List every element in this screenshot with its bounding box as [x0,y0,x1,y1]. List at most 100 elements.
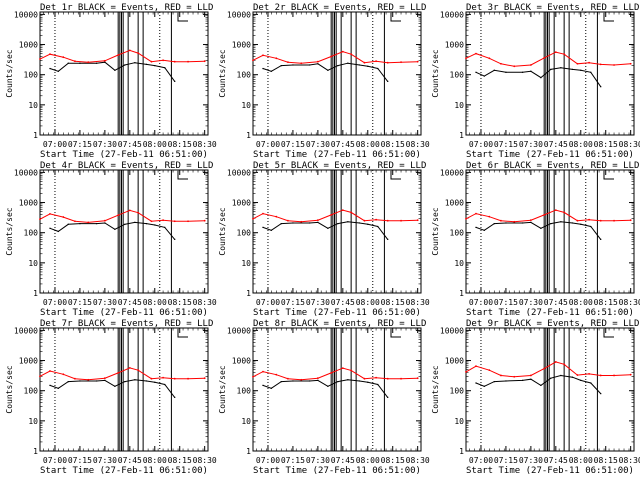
events-data-point [124,223,126,225]
events-data-point [505,71,507,73]
lld-data-point [599,374,602,377]
y-tick-label: 1 [33,447,38,456]
events-data-point [308,380,311,382]
x-tick-label: 07:45 [331,298,355,307]
events-data-point [571,376,574,378]
lld-series-line [252,51,418,64]
lld-data-point [262,370,264,373]
lld-data-point [350,369,353,372]
y-axis-label: Counts/sec [218,207,227,255]
lld-data-point [137,369,140,372]
lld-data-point [74,377,76,380]
plot-frame [465,11,635,136]
x-tick-label: 08:30 [193,456,217,465]
y-tick-label: 10000 [440,326,464,335]
y-tick-label: 10000 [227,326,251,335]
y-axis-label: Counts/sec [5,207,14,255]
panel-title: Det 7r BLACK = Events, RED = LLD [40,319,213,329]
x-tick-label: 08:15 [594,140,618,149]
events-data-point [124,64,126,66]
x-tick-label: 07:45 [544,140,568,149]
x-tick-label: 08:00 [356,298,380,307]
lld-data-point [150,377,153,380]
events-data-point [347,221,349,223]
lld-data-point [330,213,333,216]
x-tick-label: 08:00 [356,456,380,465]
events-data-point [590,71,592,73]
y-axis-label: Counts/sec [5,365,14,413]
x-axis-label: Start Time (27-Feb-11 06:51:00) [253,308,421,318]
lld-data-point [150,220,153,223]
x-tick-label: 07:30 [306,140,330,149]
lld-data-point [400,219,402,222]
events-data-point [270,70,272,72]
events-data-point [79,62,81,64]
events-data-point [367,65,369,67]
lld-data-point [488,57,491,60]
x-tick-label: 07:00 [43,456,67,465]
events-data-point [67,223,69,225]
lld-data-point [375,218,377,221]
lld-data-point [330,371,333,374]
events-data-point [347,379,349,381]
x-tick-label: 07:30 [306,456,330,465]
lld-data-point [386,61,389,64]
y-tick-label: 1 [246,131,251,140]
events-data-point [483,75,485,77]
x-tick-label: 08:00 [569,456,593,465]
lld-data-point [543,57,546,59]
y-tick-label: 100 [450,387,465,396]
lld-data-point [287,61,289,64]
x-tick-label: 08:00 [143,298,167,307]
y-tick-label: 1000 [232,357,251,366]
lld-data-point [400,61,402,64]
lld-data-point [62,373,65,376]
events-data-point [475,226,477,228]
lld-data-point [187,220,189,223]
lld-data-point [529,374,532,377]
events-data-point [560,374,562,377]
x-tick-label: 07:15 [68,298,92,307]
lld-data-point [117,54,120,56]
y-tick-label: 1 [33,131,38,140]
x-tick-label: 07:30 [519,298,543,307]
panel-title: Det 3r BLACK = Events, RED = LLD [466,3,639,13]
events-data-point [317,221,319,223]
events-data-point [308,64,311,66]
lld-data-point [529,219,532,222]
events-data-point [377,383,379,386]
events-data-point [337,381,339,383]
lld-data-point [330,55,333,58]
lld-data-point [416,377,419,380]
y-tick-label: 1000 [445,41,464,50]
lld-series-line [465,361,631,378]
x-tick-label: 08:30 [193,298,217,307]
lld-data-point [416,219,419,222]
y-tick-label: 100 [24,229,39,238]
x-tick-label: 07:30 [306,298,330,307]
events-data-point [79,223,81,225]
lld-data-point [275,57,278,60]
y-tick-label: 10 [28,101,38,110]
y-tick-label: 100 [450,229,465,238]
events-data-point [292,380,294,382]
events-data-point [493,69,495,71]
events-data-point [174,396,176,398]
lld-data-point [563,53,566,56]
plot-frame [252,169,422,294]
events-data-point [493,381,495,383]
x-tick-label: 07:00 [469,298,493,307]
lld-series-line [39,209,205,223]
lld-data-point [173,220,176,223]
events-data-point [164,383,166,386]
x-tick-label: 08:30 [619,298,640,307]
corner-mark [390,13,401,22]
x-axis-label: Start Time (27-Feb-11 06:51:00) [253,150,421,160]
lld-data-point [341,50,344,53]
lld-data-point [62,56,65,59]
plot-frame [465,327,635,452]
x-tick-label: 07:00 [469,456,493,465]
y-tick-label: 10000 [14,326,38,335]
detector-panel: Det 8r BLACK = Events, RED = LLD 1 10 100 10… [218,319,430,476]
y-tick-label: 100 [237,71,252,80]
